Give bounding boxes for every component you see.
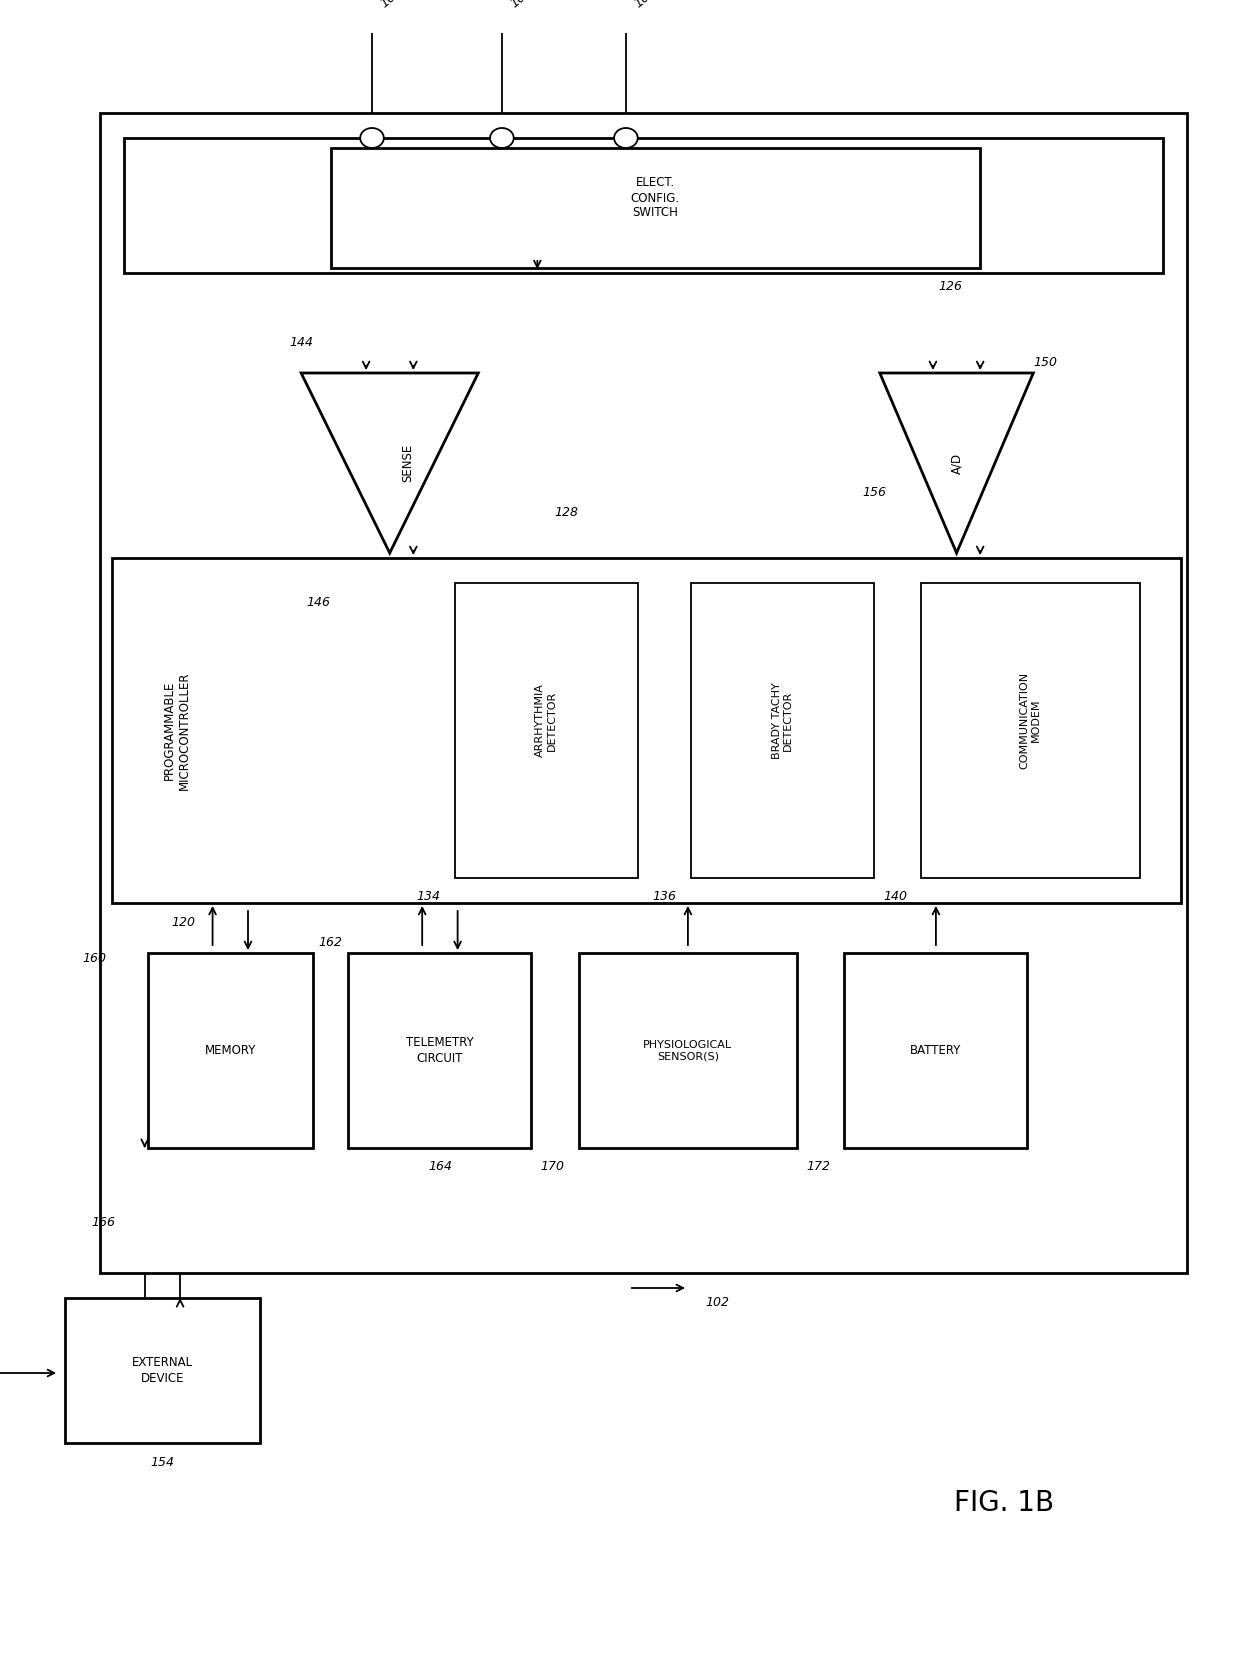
Text: A/D: A/D	[950, 453, 963, 473]
Text: 102: 102	[706, 1296, 729, 1309]
Bar	[331, 149, 980, 268]
Text: 162: 162	[319, 937, 342, 949]
Circle shape	[614, 127, 637, 149]
Text: FIG. 1B: FIG. 1B	[954, 1489, 1054, 1517]
Text: 160: 160	[82, 952, 107, 964]
Text: 126: 126	[939, 279, 962, 293]
Text: 100: 100	[378, 0, 404, 10]
Circle shape	[360, 127, 384, 149]
Text: MEMORY: MEMORY	[205, 1045, 255, 1056]
Text: 150: 150	[1033, 357, 1058, 370]
Text: 166: 166	[92, 1217, 115, 1230]
Text: 136: 136	[652, 889, 677, 903]
Text: 170: 170	[541, 1159, 564, 1172]
Bar	[844, 954, 1028, 1147]
Bar	[455, 584, 637, 878]
Circle shape	[490, 127, 513, 149]
Bar	[112, 559, 1180, 903]
Bar	[148, 954, 312, 1147]
Bar	[579, 954, 797, 1147]
Polygon shape	[301, 374, 479, 554]
Bar	[100, 112, 1187, 1273]
Text: 104: 104	[632, 0, 658, 10]
Text: 146: 146	[306, 597, 331, 610]
Bar	[348, 954, 532, 1147]
Text: PHYSIOLOGICAL
SENSOR(S): PHYSIOLOGICAL SENSOR(S)	[644, 1040, 733, 1061]
Text: 128: 128	[554, 506, 579, 519]
Text: COMMUNICATION
MODEM: COMMUNICATION MODEM	[1019, 671, 1042, 769]
Text: 134: 134	[417, 889, 440, 903]
Bar	[921, 584, 1140, 878]
Text: 164: 164	[428, 1159, 451, 1172]
Text: ARRHYTHMIA
DETECTOR: ARRHYTHMIA DETECTOR	[536, 684, 557, 757]
Bar	[64, 1298, 260, 1443]
Bar	[691, 584, 874, 878]
Text: BRADY TACHY
DETECTOR: BRADY TACHY DETECTOR	[771, 683, 794, 759]
Text: 172: 172	[806, 1159, 831, 1172]
Text: EXTERNAL
DEVICE: EXTERNAL DEVICE	[131, 1357, 193, 1385]
Text: SENSE: SENSE	[401, 445, 414, 483]
Text: 144: 144	[289, 337, 314, 349]
Text: BATTERY: BATTERY	[910, 1045, 961, 1056]
Text: TELEMETRY
CIRCUIT: TELEMETRY CIRCUIT	[405, 1036, 474, 1065]
Text: 156: 156	[862, 486, 885, 499]
Polygon shape	[880, 374, 1033, 554]
Text: 140: 140	[883, 889, 906, 903]
Bar	[124, 137, 1163, 273]
Text: PROGRAMMABLE
MICROCONTROLLER: PROGRAMMABLE MICROCONTROLLER	[164, 671, 191, 790]
Text: ELECT.
CONFIG.
SWITCH: ELECT. CONFIG. SWITCH	[631, 177, 680, 220]
Text: 154: 154	[150, 1456, 175, 1470]
Text: 120: 120	[171, 916, 195, 929]
Text: 102: 102	[508, 0, 534, 10]
